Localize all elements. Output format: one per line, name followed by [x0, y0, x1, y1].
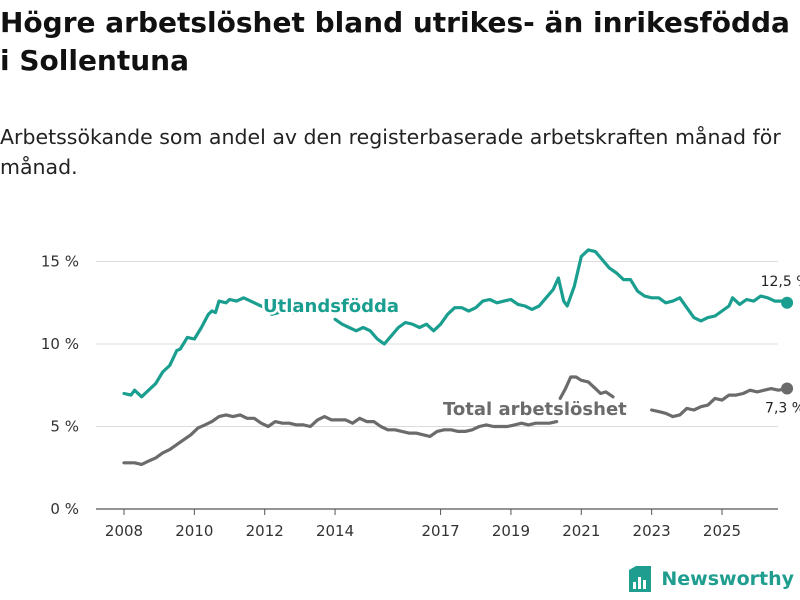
x-tick-label: 2025: [703, 522, 741, 540]
y-axis-labels: 0 % 5 % 10 % 15 %: [41, 253, 79, 519]
series-lines: [122, 248, 789, 466]
x-tick-label: 2017: [421, 522, 459, 540]
x-tick-label: 2014: [316, 522, 354, 540]
newsworthy-logo-icon: [629, 566, 652, 592]
series-line-total-arbetslöshet: [122, 413, 559, 466]
x-tick-label: 2008: [105, 522, 143, 540]
chart-title: Högre arbetslöshet bland utrikes- än inr…: [0, 6, 790, 77]
brand-logo: Newsworthy: [627, 566, 794, 592]
y-tick-label: 5 %: [50, 418, 79, 436]
series-line-utlandsfödda: [122, 296, 295, 399]
gridlines: [96, 261, 778, 510]
end-marker-utlandsfödda: [781, 296, 794, 309]
series-label-utlandsfodda-halo: Utlandsfödda: [263, 296, 399, 317]
x-tick-label: 2010: [175, 522, 213, 540]
series-label-utlandsfodda: Utlandsfödda: [263, 296, 399, 317]
series-labels: 12,5 %7,3 %UtlandsföddaUtlandsföddaTotal…: [261, 274, 800, 423]
x-tick-label: 2023: [633, 522, 671, 540]
brand-name: Newsworthy: [661, 568, 794, 590]
end-marker-total-arbetslöshet: [781, 382, 794, 395]
end-value-label-utlandsfödda: 12,5 %: [761, 274, 800, 290]
series-markers: [781, 296, 794, 395]
x-axis: 2008 2010 2012 2014 2017 2019 2021 2023 2025: [105, 509, 741, 540]
x-tick-label: 2021: [562, 522, 600, 540]
series-line-total-arbetslöshet: [650, 387, 789, 419]
end-value-label-total-arbetslöshet: 7,3 %: [765, 401, 800, 417]
series-line-utlandsfödda: [333, 248, 789, 346]
y-tick-label: 15 %: [41, 253, 79, 271]
y-tick-label: 10 %: [41, 335, 79, 353]
x-tick-label: 2012: [246, 522, 284, 540]
series-label-total-arbetsloshet-halo: Total arbetslöshet: [443, 399, 627, 420]
y-tick-label: 0 %: [50, 500, 79, 518]
series-line-utlandsfödda: [263, 306, 281, 316]
x-tick-label: 2019: [492, 522, 530, 540]
series-label-total-arbetsloshet: Total arbetslöshet: [443, 399, 627, 420]
chart-subtitle: Arbetssökande som andel av den registerb…: [0, 125, 781, 179]
series-line-total-arbetslöshet: [558, 375, 615, 400]
